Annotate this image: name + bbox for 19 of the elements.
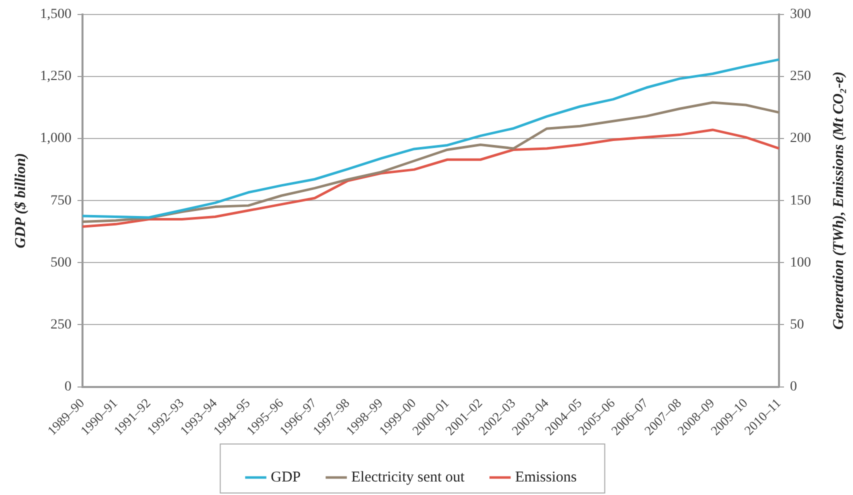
y2-axis-title: Generation (TWh), Emissions (Mt CO₂-e) — [830, 72, 847, 330]
y-tick-label: 500 — [50, 255, 72, 270]
y2-tick-label: 0 — [790, 379, 797, 394]
legend-label: Electricity sent out — [351, 469, 466, 486]
y-tick-label: 1,500 — [40, 7, 72, 22]
y-tick-label: 1,000 — [40, 131, 72, 146]
y-axis-title: GDP ($ billion) — [12, 152, 29, 248]
y2-tick-label: 250 — [790, 69, 811, 84]
y2-tick-label: 150 — [790, 193, 811, 208]
legend-label: Emissions — [515, 469, 577, 486]
y2-tick-label: 300 — [790, 7, 811, 22]
y-tick-label: 250 — [50, 317, 72, 332]
y2-tick-label: 200 — [790, 131, 811, 146]
y-tick-label: 0 — [64, 379, 72, 394]
legend-label: GDP — [270, 469, 301, 486]
y2-tick-label: 50 — [790, 317, 804, 332]
y-tick-label: 750 — [50, 193, 72, 208]
y-tick-label: 1,250 — [40, 69, 72, 84]
y2-tick-label: 100 — [790, 255, 811, 270]
